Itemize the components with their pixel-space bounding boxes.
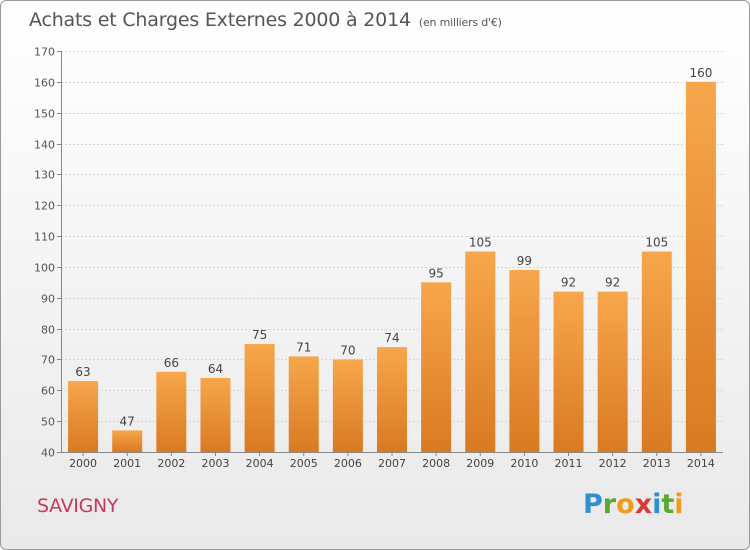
logo-letter: t <box>661 489 675 520</box>
bar-value-label: 66 <box>164 356 179 370</box>
bar <box>332 359 363 452</box>
y-tick-label: 80 <box>41 324 55 337</box>
y-tick-label: 120 <box>34 200 55 213</box>
bar-value-label: 64 <box>208 362 223 376</box>
y-tick-label: 110 <box>34 231 55 244</box>
bar <box>509 270 540 452</box>
commune-name: SAVIGNY <box>37 495 119 517</box>
y-tick-label: 90 <box>41 293 55 306</box>
x-tick-label: 2013 <box>643 457 671 470</box>
bar <box>156 371 187 452</box>
bar-value-label: 92 <box>605 276 620 290</box>
x-tick-label: 2006 <box>334 457 362 470</box>
proxiti-logo: Proxiti <box>583 489 684 520</box>
y-tick-label: 60 <box>41 385 55 398</box>
bar-value-label: 63 <box>75 365 90 379</box>
x-tick-label: 2014 <box>687 457 715 470</box>
bar-value-label: 75 <box>252 328 267 342</box>
x-tick-label: 2008 <box>422 457 450 470</box>
bar-value-label: 160 <box>689 66 712 80</box>
chart-title: Achats et Charges Externes 2000 à 2014 (e… <box>29 9 502 31</box>
x-tick-label: 2005 <box>290 457 318 470</box>
bar <box>553 291 584 452</box>
y-tick-label: 150 <box>34 108 55 121</box>
logo-letter: x <box>634 489 653 520</box>
logo-letter: P <box>583 489 603 520</box>
bar-value-label: 99 <box>517 254 532 268</box>
y-tick-label: 170 <box>34 46 55 59</box>
bar <box>377 347 407 452</box>
logo-letter: i <box>674 489 684 520</box>
x-tick-label: 2004 <box>246 457 274 470</box>
x-tick-label: 2003 <box>201 457 229 470</box>
logo-letter: o <box>616 489 635 520</box>
y-tick-label: 140 <box>34 139 55 152</box>
bar <box>112 430 143 452</box>
bar <box>200 377 231 452</box>
bar-value-label: 74 <box>384 331 399 345</box>
bar <box>465 251 496 452</box>
bar-value-label: 71 <box>296 340 311 354</box>
bar-value-label: 47 <box>120 414 135 428</box>
y-tick-label: 130 <box>34 169 55 182</box>
bars: 63 47 66 64 75 71 70 74 95 105 99 92 92 105 160 <box>68 66 716 452</box>
axes: 40 50 60 70 80 90 100 110 120 130 140 150 160 170 2000… <box>34 46 723 470</box>
x-tick-label: 2009 <box>466 457 494 470</box>
x-tick-label: 2000 <box>69 457 97 470</box>
y-tick-label: 40 <box>41 447 55 460</box>
x-tick-label: 2011 <box>555 457 583 470</box>
x-tick-label: 2002 <box>157 457 185 470</box>
chart-unit: (en milliers d'€) <box>418 16 502 29</box>
bar-value-label: 70 <box>340 343 355 357</box>
x-tick-label: 2001 <box>113 457 141 470</box>
bar <box>641 251 672 452</box>
x-tick-label: 2007 <box>378 457 406 470</box>
x-tick-label: 2010 <box>510 457 538 470</box>
bar <box>288 356 319 452</box>
bar <box>68 381 99 452</box>
logo-letter: r <box>602 489 617 520</box>
bar-value-label: 95 <box>428 266 443 280</box>
chart-title-text: Achats et Charges Externes 2000 à 2014 <box>29 9 411 31</box>
logo-letter: i <box>652 489 662 520</box>
bar <box>421 282 452 452</box>
bar-value-label: 105 <box>645 236 668 250</box>
bar-value-label: 92 <box>561 276 576 290</box>
bar <box>597 291 628 452</box>
bar <box>244 344 275 452</box>
y-tick-label: 160 <box>34 77 55 90</box>
bar-value-label: 105 <box>469 236 492 250</box>
y-tick-label: 100 <box>34 262 55 275</box>
x-tick-label: 2012 <box>599 457 627 470</box>
y-tick-label: 50 <box>41 416 55 429</box>
y-tick-label: 70 <box>41 354 55 367</box>
bar <box>685 81 716 452</box>
